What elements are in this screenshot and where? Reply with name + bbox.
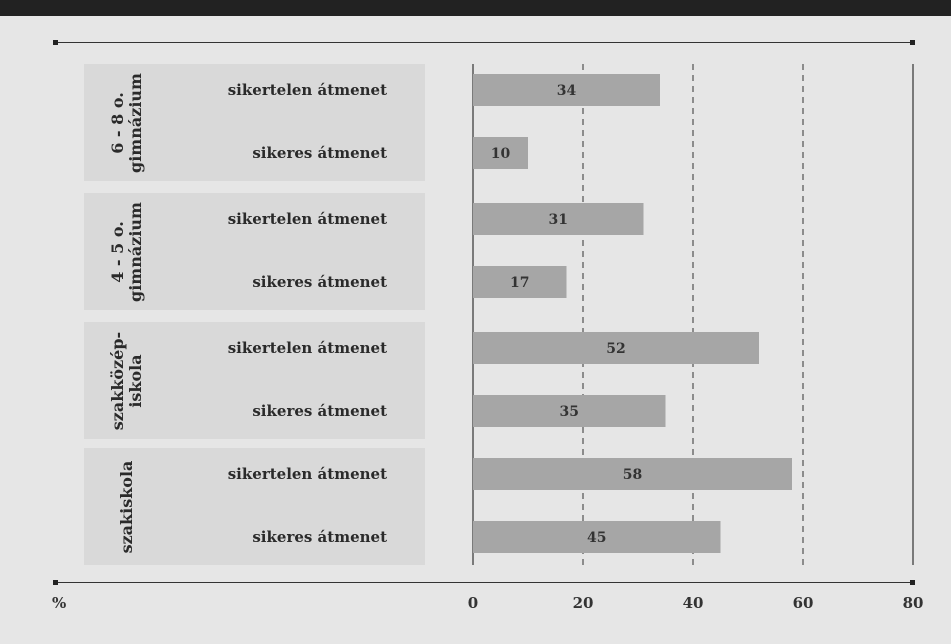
row-label: sikertelen átmenet [227, 210, 387, 228]
bar-value-label: 35 [560, 404, 579, 420]
row-label: sikertelen átmenet [227, 465, 387, 483]
x-tick-label: 0 [468, 594, 478, 612]
bar [473, 332, 759, 364]
bar [473, 395, 666, 427]
row-label: sikeres átmenet [252, 528, 387, 546]
bar [473, 521, 721, 553]
row-label: sikertelen átmenet [227, 339, 387, 357]
category-group-box [84, 64, 425, 181]
bar-value-label: 52 [606, 341, 625, 357]
category-group-box [84, 193, 425, 310]
bottom-rule [53, 579, 915, 585]
rule-end-marker [910, 39, 915, 45]
bar [473, 266, 567, 298]
unit-label: % [52, 594, 67, 612]
bar-value-label: 45 [587, 530, 606, 546]
x-tick-label: 60 [793, 594, 814, 612]
bar [473, 74, 660, 106]
rule-end-marker [910, 579, 915, 585]
bar-value-label: 34 [557, 83, 577, 99]
bar-value-label: 17 [510, 275, 529, 291]
row-label: sikeres átmenet [252, 144, 387, 162]
top-bar [0, 0, 951, 16]
bar [473, 458, 792, 490]
bar-value-label: 58 [623, 467, 642, 483]
bar [473, 137, 528, 169]
bar [473, 203, 644, 235]
rule-end-marker [53, 39, 58, 45]
bar-value-label: 31 [549, 212, 568, 228]
x-tick-label: 80 [903, 594, 924, 612]
x-tick-label: 40 [683, 594, 704, 612]
row-label: sikertelen átmenet [227, 81, 387, 99]
row-label: sikeres átmenet [252, 273, 387, 291]
bar-value-label: 10 [491, 146, 511, 162]
top-rule [53, 39, 915, 45]
category-group-box [84, 322, 425, 439]
rule-end-marker [53, 579, 58, 585]
category-group-box [84, 448, 425, 565]
x-tick-label: 20 [573, 594, 594, 612]
row-label: sikeres átmenet [252, 402, 387, 420]
